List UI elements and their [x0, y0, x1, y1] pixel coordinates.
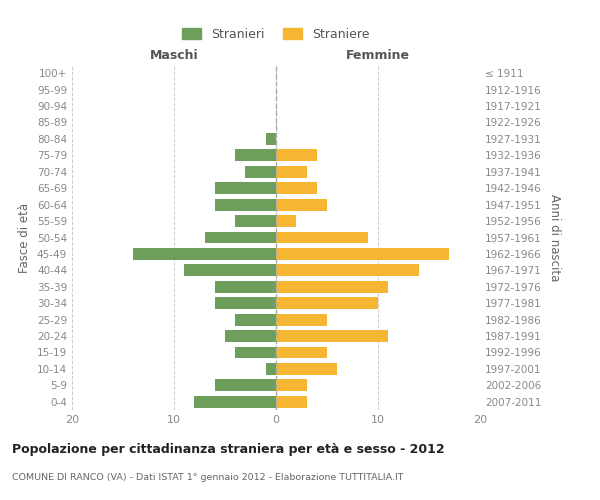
Bar	[276, 363, 337, 375]
Y-axis label: Anni di nascita: Anni di nascita	[548, 194, 561, 281]
Bar	[266, 133, 276, 145]
Bar	[184, 264, 276, 276]
Bar	[215, 298, 276, 309]
Bar	[276, 396, 307, 407]
Bar	[235, 346, 276, 358]
Bar	[215, 182, 276, 194]
Bar	[276, 330, 388, 342]
Y-axis label: Fasce di età: Fasce di età	[19, 202, 31, 272]
Bar	[215, 281, 276, 292]
Bar	[215, 380, 276, 392]
Bar	[276, 264, 419, 276]
Legend: Stranieri, Straniere: Stranieri, Straniere	[178, 23, 374, 46]
Bar	[276, 215, 296, 227]
Text: Popolazione per cittadinanza straniera per età e sesso - 2012: Popolazione per cittadinanza straniera p…	[12, 442, 445, 456]
Bar	[266, 363, 276, 375]
Bar	[245, 166, 276, 177]
Bar	[235, 314, 276, 326]
Bar	[235, 215, 276, 227]
Bar	[276, 198, 327, 210]
Bar	[276, 380, 307, 392]
Bar	[276, 166, 307, 177]
Text: COMUNE DI RANCO (VA) - Dati ISTAT 1° gennaio 2012 - Elaborazione TUTTITALIA.IT: COMUNE DI RANCO (VA) - Dati ISTAT 1° gen…	[12, 472, 404, 482]
Text: Maschi: Maschi	[149, 48, 199, 62]
Bar	[276, 232, 368, 243]
Bar	[235, 150, 276, 162]
Bar	[276, 314, 327, 326]
Bar	[225, 330, 276, 342]
Bar	[215, 198, 276, 210]
Bar	[276, 281, 388, 292]
Bar	[205, 232, 276, 243]
Bar	[276, 182, 317, 194]
Bar	[276, 346, 327, 358]
Bar	[194, 396, 276, 407]
Bar	[133, 248, 276, 260]
Bar	[276, 248, 449, 260]
Bar	[276, 150, 317, 162]
Text: Femmine: Femmine	[346, 48, 410, 62]
Bar	[276, 298, 378, 309]
